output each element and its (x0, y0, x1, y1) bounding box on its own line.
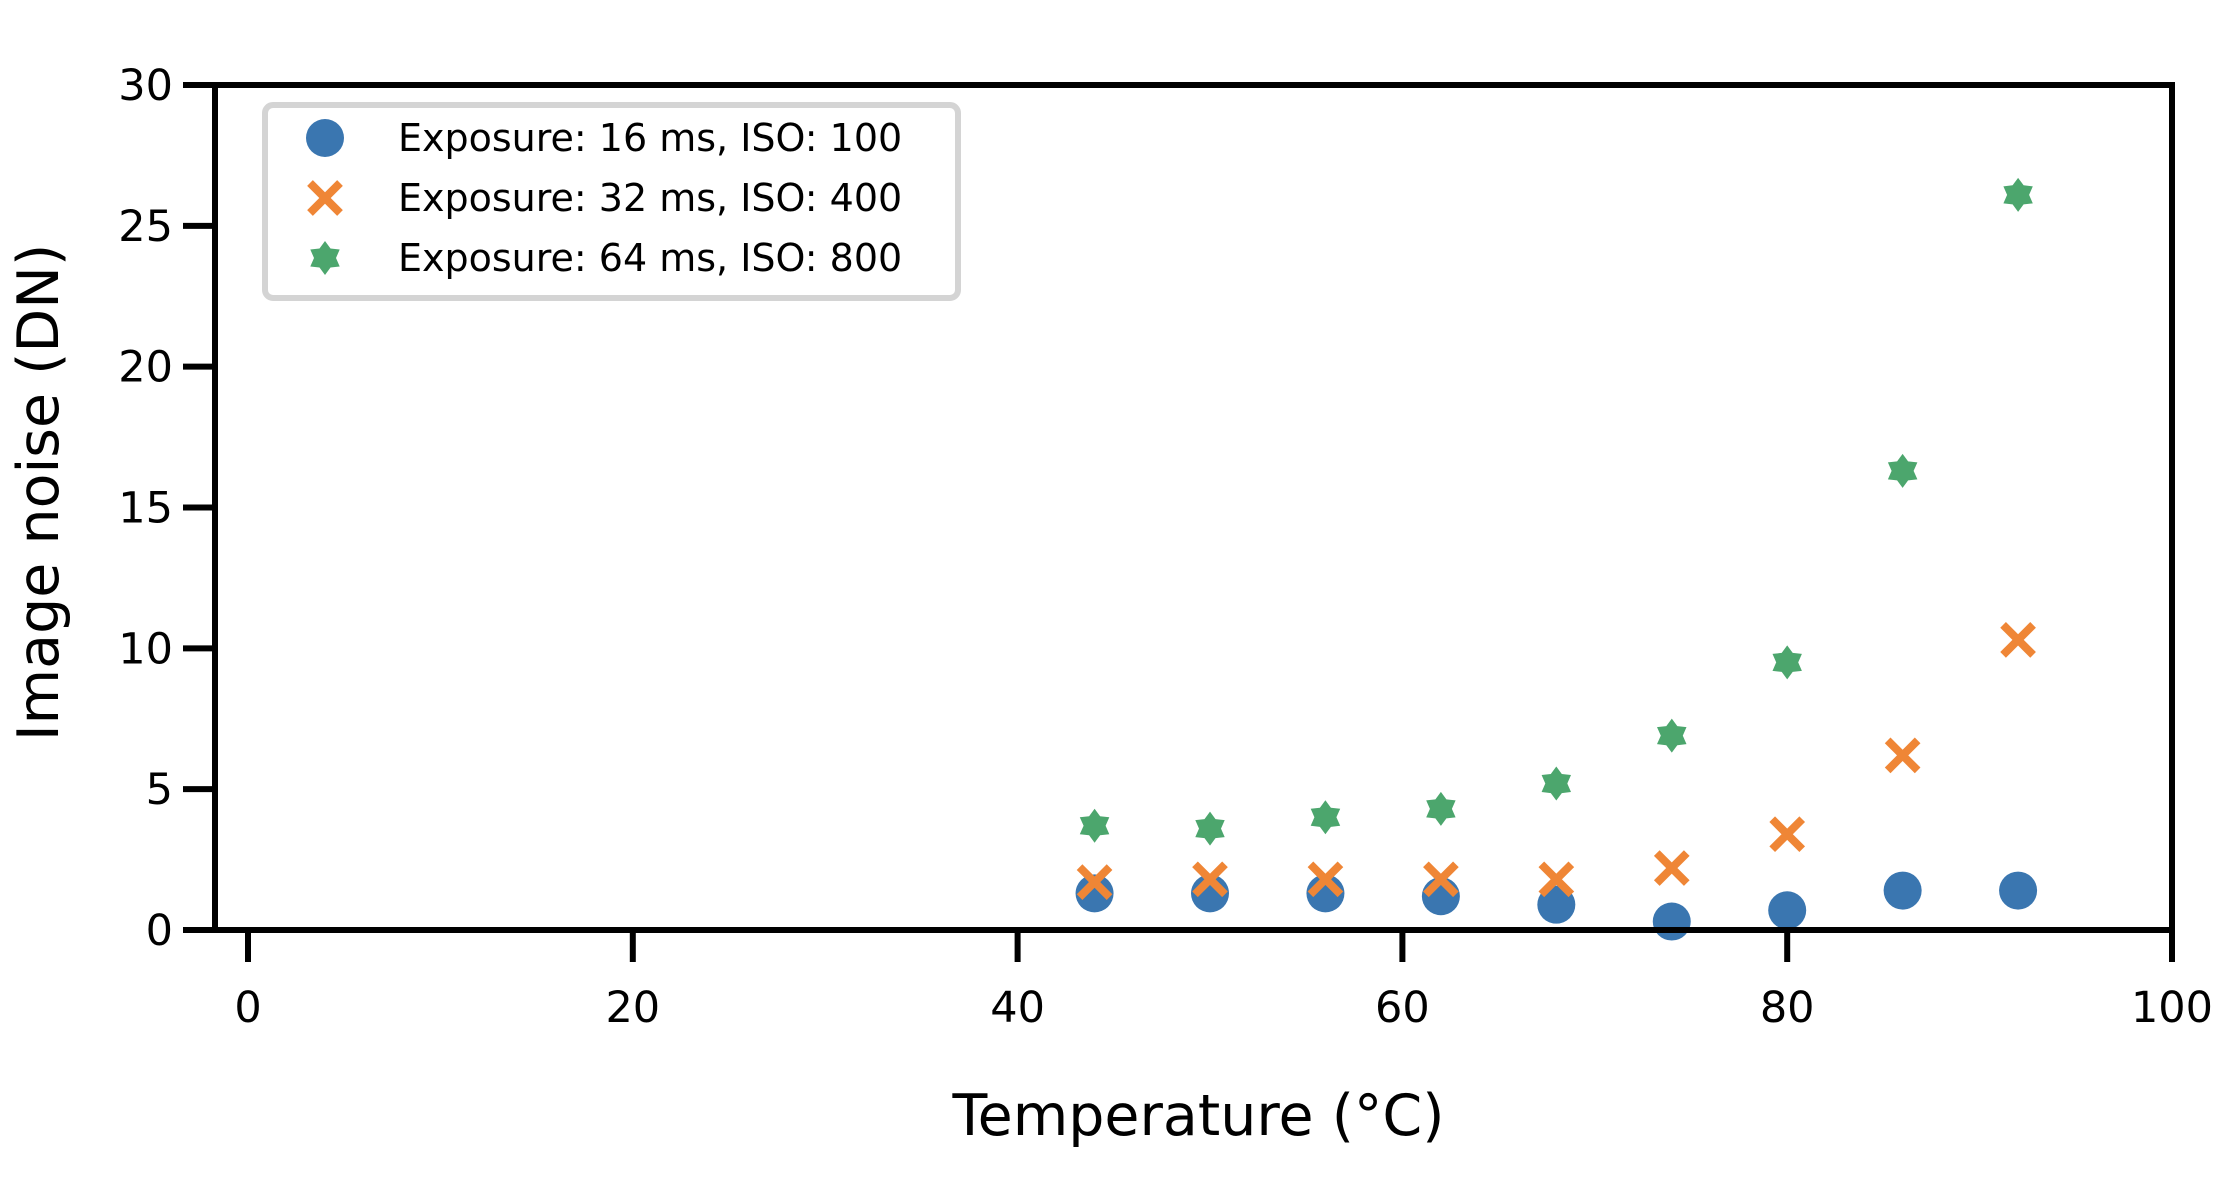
legend-label: Exposure: 16 ms, ISO: 100 (398, 116, 902, 160)
data-point (1657, 718, 1687, 753)
data-point (1079, 808, 1110, 843)
y-tick-label: 15 (118, 484, 173, 534)
x-tick-label: 100 (2131, 983, 2213, 1033)
data-point (1423, 861, 1459, 898)
data-point (1768, 891, 1807, 930)
legend-marker (306, 119, 344, 157)
data-point (1883, 871, 1922, 910)
series-3 (1079, 177, 2033, 846)
data-point (1075, 874, 1114, 913)
data-point (2000, 622, 2036, 658)
data-point (2003, 177, 2033, 212)
data-point (1195, 811, 1225, 846)
y-tick-label: 30 (118, 61, 173, 111)
x-axis-title: Temperature (°C) (952, 1083, 1445, 1149)
x-tick-label: 40 (990, 983, 1045, 1033)
data-point (1541, 766, 1571, 801)
legend-box (262, 102, 961, 301)
x-tick-label: 20 (605, 983, 660, 1033)
data-point (1426, 791, 1456, 826)
y-tick-label: 25 (118, 202, 173, 252)
data-point (1076, 864, 1113, 900)
data-point (1307, 861, 1344, 898)
data-point (1310, 800, 1341, 835)
data-points (1075, 177, 2038, 941)
data-point (1884, 737, 1921, 774)
y-tick-label: 0 (146, 906, 173, 956)
y-tick-label: 5 (146, 765, 173, 815)
data-point (1887, 453, 1918, 488)
data-point (1772, 645, 1802, 680)
x-tick-label: 80 (1760, 983, 1815, 1033)
data-point (1999, 871, 2038, 910)
y-tick-label: 10 (118, 624, 173, 674)
legend-label: Exposure: 32 ms, ISO: 400 (398, 176, 902, 220)
data-point (1537, 885, 1576, 924)
legend-label: Exposure: 64 ms, ISO: 800 (398, 236, 902, 280)
legend-marker (307, 180, 343, 216)
data-point (1653, 850, 1690, 886)
series-2 (1076, 622, 2036, 900)
data-point (1192, 861, 1228, 898)
plot-frame (212, 82, 2175, 933)
y-tick-label: 20 (118, 343, 173, 393)
legend-marker (310, 241, 340, 275)
data-point (1538, 861, 1575, 898)
x-tick-label: 60 (1375, 983, 1430, 1033)
x-tick-label: 0 (234, 983, 261, 1033)
legend: Exposure: 16 ms, ISO: 100 Exposure: 32 ms… (262, 102, 961, 301)
y-axis-title: Image noise (DN) (6, 244, 72, 741)
data-point (1769, 816, 1806, 853)
data-point (1652, 902, 1691, 941)
axis-ticks: 0 20 40 60 80 100 0 5 10 15 20 25 30 (118, 61, 2213, 1033)
